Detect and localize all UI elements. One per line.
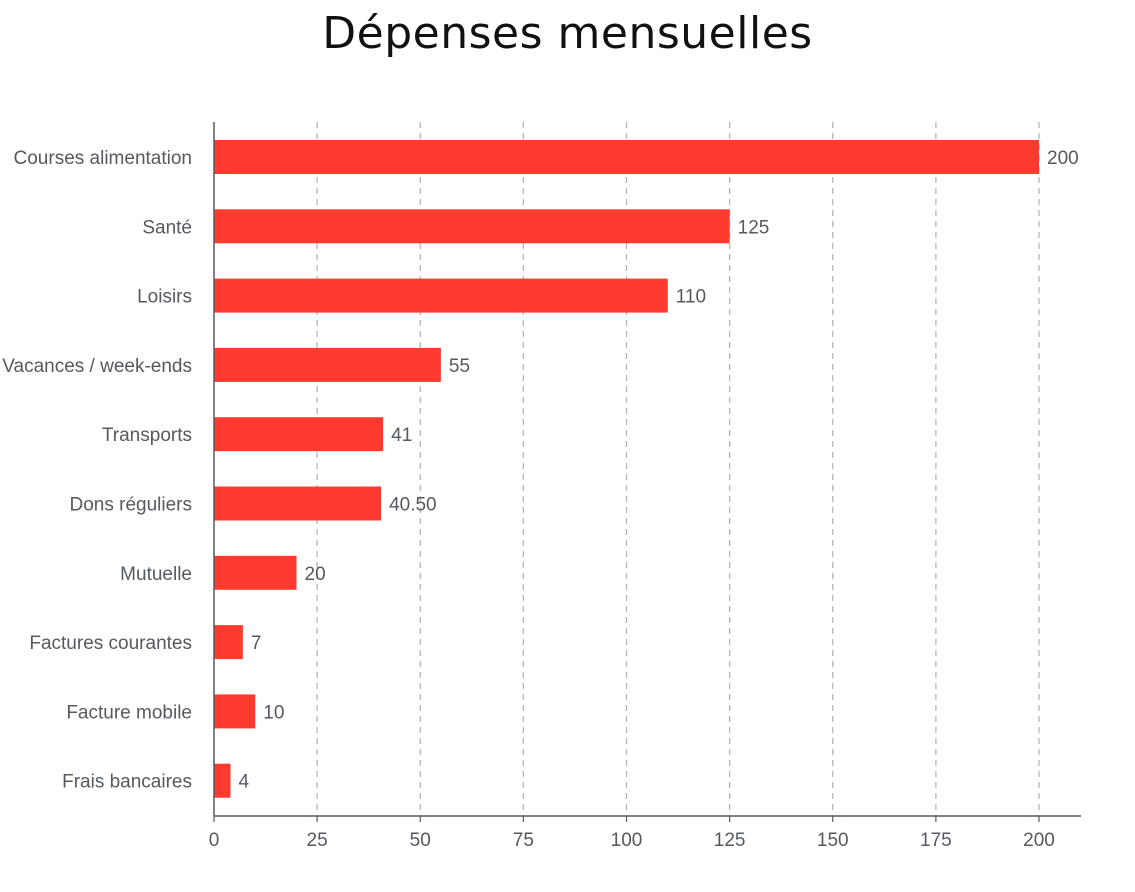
x-tick-label: 100 bbox=[611, 830, 643, 851]
bar bbox=[214, 278, 668, 313]
bar bbox=[214, 763, 231, 798]
axes bbox=[213, 122, 1081, 817]
category-label: Factures courantes bbox=[29, 633, 192, 654]
category-label: Vacances / week-ends bbox=[2, 356, 192, 377]
bar bbox=[214, 555, 297, 590]
bar bbox=[214, 140, 1039, 174]
tick-labels: 0 25 50 75 100 125 150 175 200 bbox=[209, 816, 1055, 851]
category-label: Facture mobile bbox=[66, 702, 192, 723]
x-tick-label: 50 bbox=[410, 830, 431, 851]
category-label: Transports bbox=[102, 425, 192, 446]
chart-title: Dépenses mensuelles bbox=[322, 8, 813, 59]
x-tick-label: 0 bbox=[209, 830, 220, 851]
bar bbox=[214, 625, 243, 660]
x-tick-label: 75 bbox=[513, 830, 534, 851]
category-label: Santé bbox=[142, 217, 192, 238]
value-label: 7 bbox=[251, 633, 262, 654]
value-label: 110 bbox=[676, 287, 706, 308]
value-labels: 200 125 110 55 41 40.50 20 7 10 4 bbox=[239, 148, 1079, 793]
bar bbox=[214, 694, 256, 729]
x-tick-label: 175 bbox=[920, 830, 952, 851]
category-label: Courses alimentation bbox=[14, 148, 192, 169]
x-tick-label: 125 bbox=[714, 830, 746, 851]
value-label: 200 bbox=[1047, 148, 1079, 169]
value-label: 40.50 bbox=[389, 495, 437, 516]
value-label: 55 bbox=[449, 356, 470, 377]
bars bbox=[214, 140, 1039, 798]
category-label: Frais bancaires bbox=[62, 772, 192, 793]
x-tick-label: 150 bbox=[817, 830, 849, 851]
value-label: 20 bbox=[305, 564, 326, 585]
category-labels: Courses alimentation Santé Loisirs Vacances… bbox=[2, 148, 192, 793]
x-tick-label: 25 bbox=[307, 830, 328, 851]
category-label: Dons réguliers bbox=[70, 495, 193, 516]
value-label: 125 bbox=[738, 217, 770, 238]
value-label: 10 bbox=[263, 702, 284, 723]
value-label: 4 bbox=[239, 772, 250, 793]
x-tick-label: 200 bbox=[1023, 830, 1055, 851]
value-label: 41 bbox=[391, 425, 412, 446]
bar bbox=[214, 486, 382, 521]
category-label: Mutuelle bbox=[120, 564, 192, 585]
category-label: Loisirs bbox=[137, 287, 192, 308]
bar bbox=[214, 417, 384, 452]
bar bbox=[214, 209, 730, 244]
bar bbox=[214, 347, 441, 382]
